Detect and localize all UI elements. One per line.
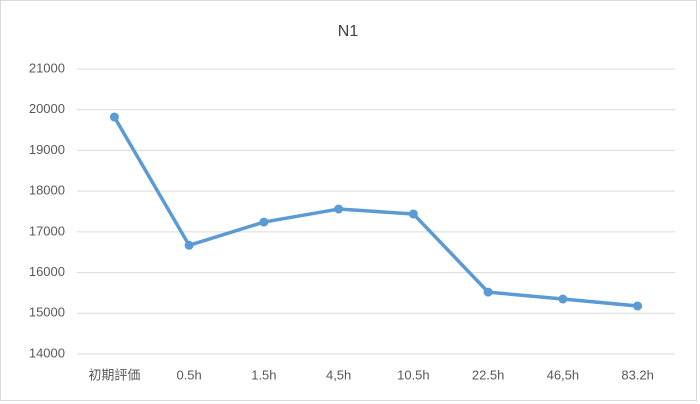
x-tick-label: 10.5h xyxy=(397,367,430,382)
x-tick-label: 0.5h xyxy=(176,367,201,382)
marker xyxy=(259,217,269,227)
y-tick-label: 19000 xyxy=(29,142,65,157)
marker xyxy=(109,112,119,122)
y-tick-label: 17000 xyxy=(29,223,65,238)
x-tick-label: 46,5h xyxy=(547,367,580,382)
y-tick-label: 16000 xyxy=(29,264,65,279)
marker xyxy=(184,240,194,250)
marker xyxy=(334,204,344,214)
y-tick-label: 18000 xyxy=(29,183,65,198)
line xyxy=(112,115,640,308)
x-tick-label: 22.5h xyxy=(472,367,505,382)
marker xyxy=(633,301,643,311)
chart-title: N1 xyxy=(338,23,359,40)
x-tick-label: 83.2h xyxy=(621,367,654,382)
x-tick-label: 初期評価 xyxy=(88,367,140,382)
marker xyxy=(558,294,568,304)
y-tick-label: 20000 xyxy=(29,101,65,116)
x-tick-label: 1.5h xyxy=(251,367,276,382)
y-tick-label: 15000 xyxy=(29,305,65,320)
y-tick-label: 21000 xyxy=(29,60,65,75)
marker xyxy=(483,287,493,297)
marker xyxy=(408,209,418,219)
y-tick-label: 14000 xyxy=(29,345,65,360)
x-tick-label: 4,5h xyxy=(326,367,351,382)
